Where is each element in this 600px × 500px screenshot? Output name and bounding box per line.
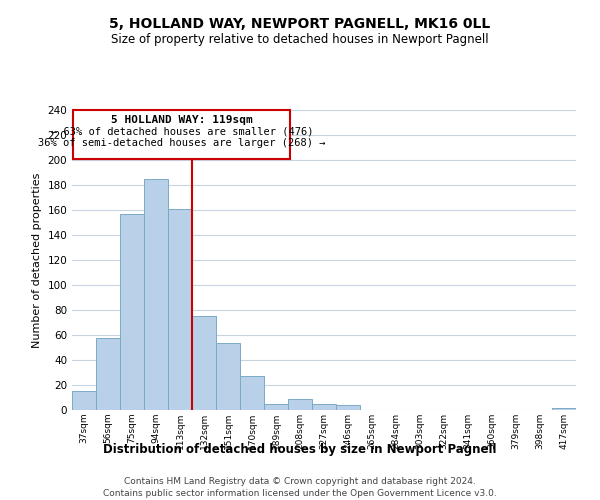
Text: 36% of semi-detached houses are larger (268) →: 36% of semi-detached houses are larger (…	[38, 138, 326, 147]
Text: Size of property relative to detached houses in Newport Pagnell: Size of property relative to detached ho…	[111, 32, 489, 46]
Y-axis label: Number of detached properties: Number of detached properties	[32, 172, 42, 348]
Bar	[216, 342, 240, 410]
FancyBboxPatch shape	[73, 110, 290, 159]
Bar	[168, 209, 192, 410]
Bar	[120, 214, 144, 410]
Bar	[288, 399, 312, 410]
Bar	[96, 338, 120, 410]
Text: 5, HOLLAND WAY, NEWPORT PAGNELL, MK16 0LL: 5, HOLLAND WAY, NEWPORT PAGNELL, MK16 0L…	[109, 18, 491, 32]
Bar	[144, 179, 168, 410]
Text: Contains public sector information licensed under the Open Government Licence v3: Contains public sector information licen…	[103, 489, 497, 498]
Bar	[240, 376, 264, 410]
Bar	[264, 404, 288, 410]
Bar	[192, 316, 216, 410]
Text: Contains HM Land Registry data © Crown copyright and database right 2024.: Contains HM Land Registry data © Crown c…	[124, 478, 476, 486]
Bar	[312, 404, 336, 410]
Text: 5 HOLLAND WAY: 119sqm: 5 HOLLAND WAY: 119sqm	[111, 115, 253, 125]
Text: ← 63% of detached houses are smaller (476): ← 63% of detached houses are smaller (47…	[50, 126, 313, 136]
Bar	[72, 391, 96, 410]
Bar	[336, 405, 360, 410]
Bar	[552, 408, 576, 410]
Text: Distribution of detached houses by size in Newport Pagnell: Distribution of detached houses by size …	[103, 442, 497, 456]
